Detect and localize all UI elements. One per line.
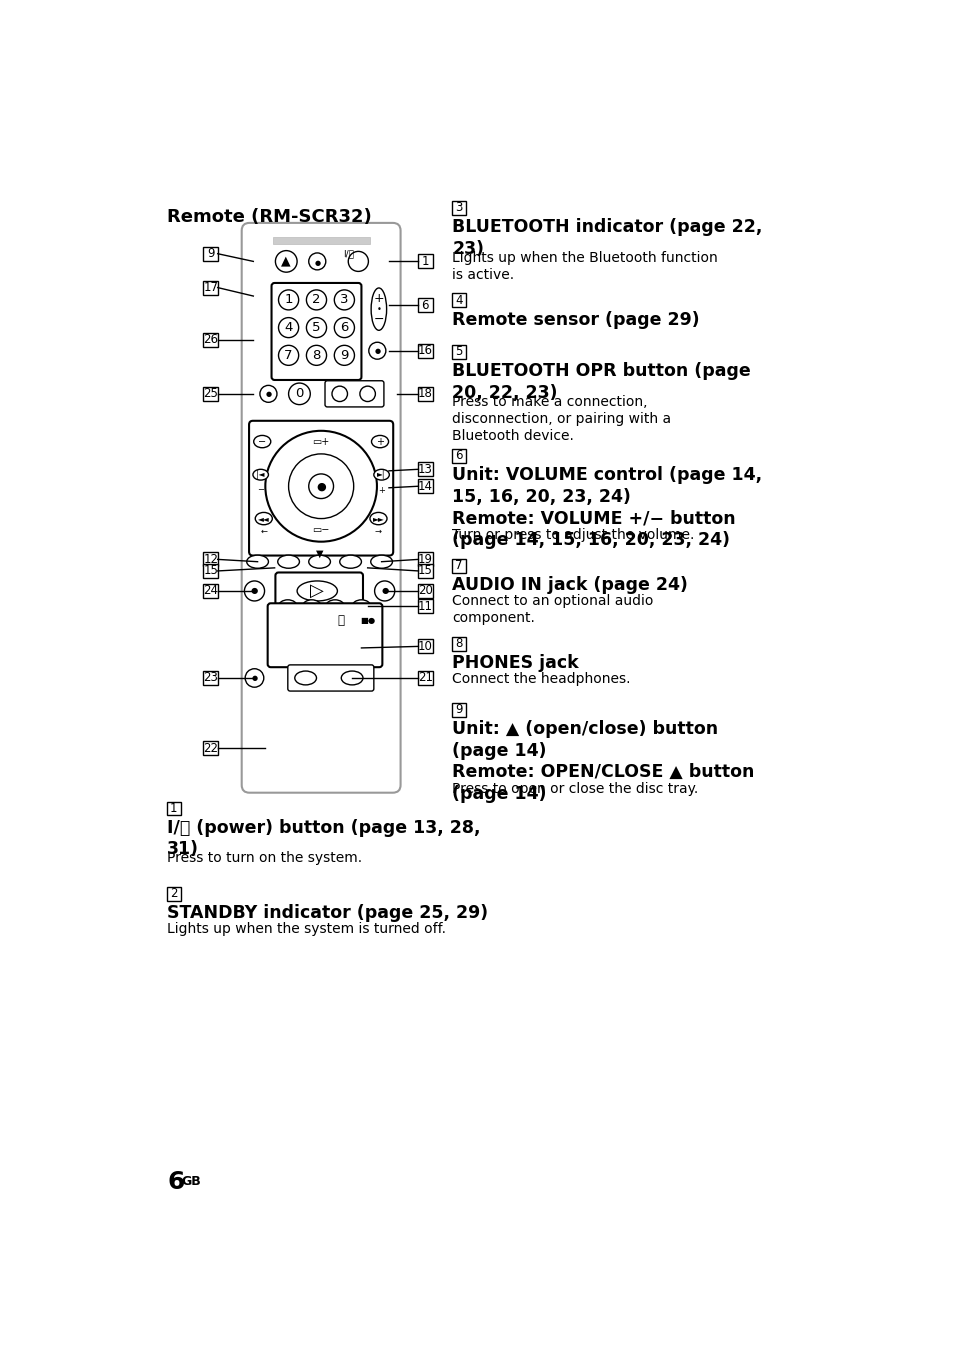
FancyBboxPatch shape (203, 672, 218, 685)
Circle shape (375, 581, 395, 601)
FancyBboxPatch shape (167, 887, 181, 901)
Text: •: • (376, 304, 381, 313)
Circle shape (289, 453, 354, 518)
Text: 25: 25 (203, 387, 218, 400)
FancyBboxPatch shape (203, 741, 218, 754)
Circle shape (332, 387, 347, 402)
Ellipse shape (309, 555, 330, 569)
FancyBboxPatch shape (203, 584, 218, 598)
Circle shape (309, 474, 334, 498)
Ellipse shape (330, 613, 350, 627)
Ellipse shape (253, 436, 271, 448)
Text: ◄◄: ◄◄ (257, 514, 270, 522)
FancyBboxPatch shape (452, 703, 466, 716)
Ellipse shape (374, 470, 389, 480)
Text: 1: 1 (284, 293, 293, 307)
Text: 2: 2 (312, 293, 320, 307)
Text: 12: 12 (203, 552, 218, 566)
Circle shape (306, 318, 326, 338)
Text: 10: 10 (417, 641, 433, 653)
Ellipse shape (253, 470, 268, 480)
FancyBboxPatch shape (203, 332, 218, 347)
FancyBboxPatch shape (203, 247, 218, 261)
Text: 21: 21 (417, 672, 433, 684)
FancyBboxPatch shape (288, 665, 374, 691)
FancyBboxPatch shape (452, 345, 466, 358)
Text: +: + (374, 292, 384, 305)
Text: 18: 18 (417, 387, 433, 400)
Ellipse shape (371, 288, 386, 330)
Text: ▷: ▷ (310, 582, 324, 600)
Text: 1: 1 (170, 802, 177, 816)
Text: 4: 4 (284, 322, 293, 334)
Bar (273, 236, 369, 244)
Circle shape (278, 290, 298, 309)
Ellipse shape (371, 436, 388, 448)
Text: ▭−: ▭− (313, 525, 330, 535)
Text: 15: 15 (203, 565, 218, 578)
Text: 6: 6 (421, 299, 429, 312)
Text: 26: 26 (203, 334, 218, 346)
Ellipse shape (325, 620, 344, 634)
Circle shape (306, 345, 326, 365)
Circle shape (359, 387, 375, 402)
Circle shape (334, 318, 355, 338)
Text: 7: 7 (284, 349, 293, 362)
Ellipse shape (302, 600, 321, 613)
Text: 5: 5 (312, 322, 320, 334)
Ellipse shape (325, 600, 344, 613)
Text: PHONES jack: PHONES jack (452, 654, 578, 672)
Text: Press to make a connection,
disconnection, or pairing with a
Bluetooth device.: Press to make a connection, disconnectio… (452, 395, 671, 444)
Circle shape (289, 383, 310, 404)
Ellipse shape (255, 513, 272, 525)
FancyBboxPatch shape (417, 343, 433, 358)
Text: ►►: ►► (373, 514, 384, 522)
Text: 13: 13 (417, 463, 433, 476)
Ellipse shape (294, 672, 316, 685)
Text: Unit: ▲ (open/close) button
(page 14)
Remote: OPEN/CLOSE ▲ button
(page 14): Unit: ▲ (open/close) button (page 14) Re… (452, 721, 754, 803)
Text: 1: 1 (421, 255, 429, 267)
Text: →: → (375, 527, 381, 536)
Text: ●: ● (265, 391, 272, 396)
Text: 9: 9 (207, 247, 214, 261)
Text: ●: ● (316, 482, 326, 491)
FancyBboxPatch shape (417, 299, 433, 312)
Text: 6: 6 (167, 1170, 185, 1194)
FancyBboxPatch shape (417, 479, 433, 493)
Circle shape (334, 345, 355, 365)
Text: Press to open or close the disc tray.: Press to open or close the disc tray. (452, 782, 698, 797)
Text: 6: 6 (340, 322, 348, 334)
FancyBboxPatch shape (452, 293, 466, 307)
FancyBboxPatch shape (268, 604, 382, 668)
Text: Press to turn on the system.: Press to turn on the system. (167, 851, 362, 866)
Circle shape (275, 251, 296, 273)
Text: ●: ● (251, 586, 258, 596)
Text: 3: 3 (455, 201, 462, 214)
FancyBboxPatch shape (452, 559, 466, 573)
FancyBboxPatch shape (417, 600, 433, 613)
Text: +: + (377, 486, 385, 494)
Text: 3: 3 (340, 293, 348, 307)
Text: Lights up when the system is turned off.: Lights up when the system is turned off. (167, 921, 446, 936)
Text: 5: 5 (455, 346, 462, 358)
FancyBboxPatch shape (203, 387, 218, 400)
FancyBboxPatch shape (417, 639, 433, 653)
Text: Lights up when the Bluetooth function
is active.: Lights up when the Bluetooth function is… (452, 251, 718, 282)
Ellipse shape (358, 613, 376, 627)
Text: I/⏽: I/⏽ (342, 250, 354, 258)
Text: ●: ● (314, 261, 320, 266)
FancyBboxPatch shape (417, 387, 433, 400)
FancyBboxPatch shape (272, 284, 361, 380)
Text: Remote sensor (page 29): Remote sensor (page 29) (452, 311, 700, 328)
Text: ▭+: ▭+ (313, 437, 330, 446)
Circle shape (278, 345, 298, 365)
Ellipse shape (278, 600, 296, 613)
Text: STANDBY indicator (page 25, 29): STANDBY indicator (page 25, 29) (167, 904, 488, 923)
Circle shape (348, 251, 368, 271)
Text: ■●: ■● (359, 616, 375, 624)
FancyBboxPatch shape (275, 573, 362, 655)
Ellipse shape (339, 555, 361, 569)
Ellipse shape (247, 555, 268, 569)
FancyBboxPatch shape (417, 584, 433, 598)
Text: ●: ● (252, 674, 257, 681)
